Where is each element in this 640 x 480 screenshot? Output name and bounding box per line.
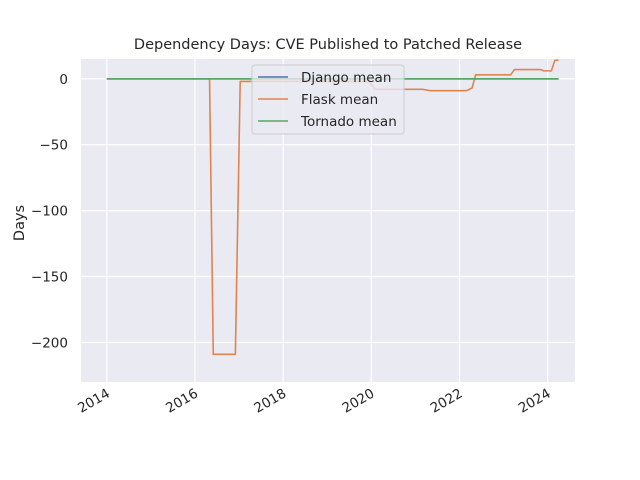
legend: Django mean Flask mean Tornado mean [251,64,405,135]
chart-title: Dependency Days: CVE Published to Patche… [134,37,522,53]
legend-label: Django mean [301,70,391,86]
series-line-flask-mean [106,59,559,356]
x-tick-label: 2016 [163,386,201,417]
x-tick-label: 2014 [75,386,113,417]
y-axis-ticks: 0 −50 −100 −150 −200 [31,72,68,352]
x-tick-label: 2024 [516,386,554,417]
x-tick-label: 2022 [428,386,466,417]
x-axis-ticks: 2014 2016 2018 2020 2022 2024 [75,386,554,417]
legend-label: Flask mean [301,92,378,108]
y-axis-label: Days [12,205,28,241]
y-tick-label: −200 [31,335,68,351]
y-tick-label: 0 [59,72,68,88]
legend-label: Tornado mean [300,114,397,130]
x-tick-label: 2018 [251,386,289,417]
legend-box [251,64,405,135]
y-tick-label: −50 [40,138,69,154]
y-tick-label: −150 [31,270,68,286]
x-tick-label: 2020 [340,386,378,417]
y-tick-label: −100 [31,204,68,220]
